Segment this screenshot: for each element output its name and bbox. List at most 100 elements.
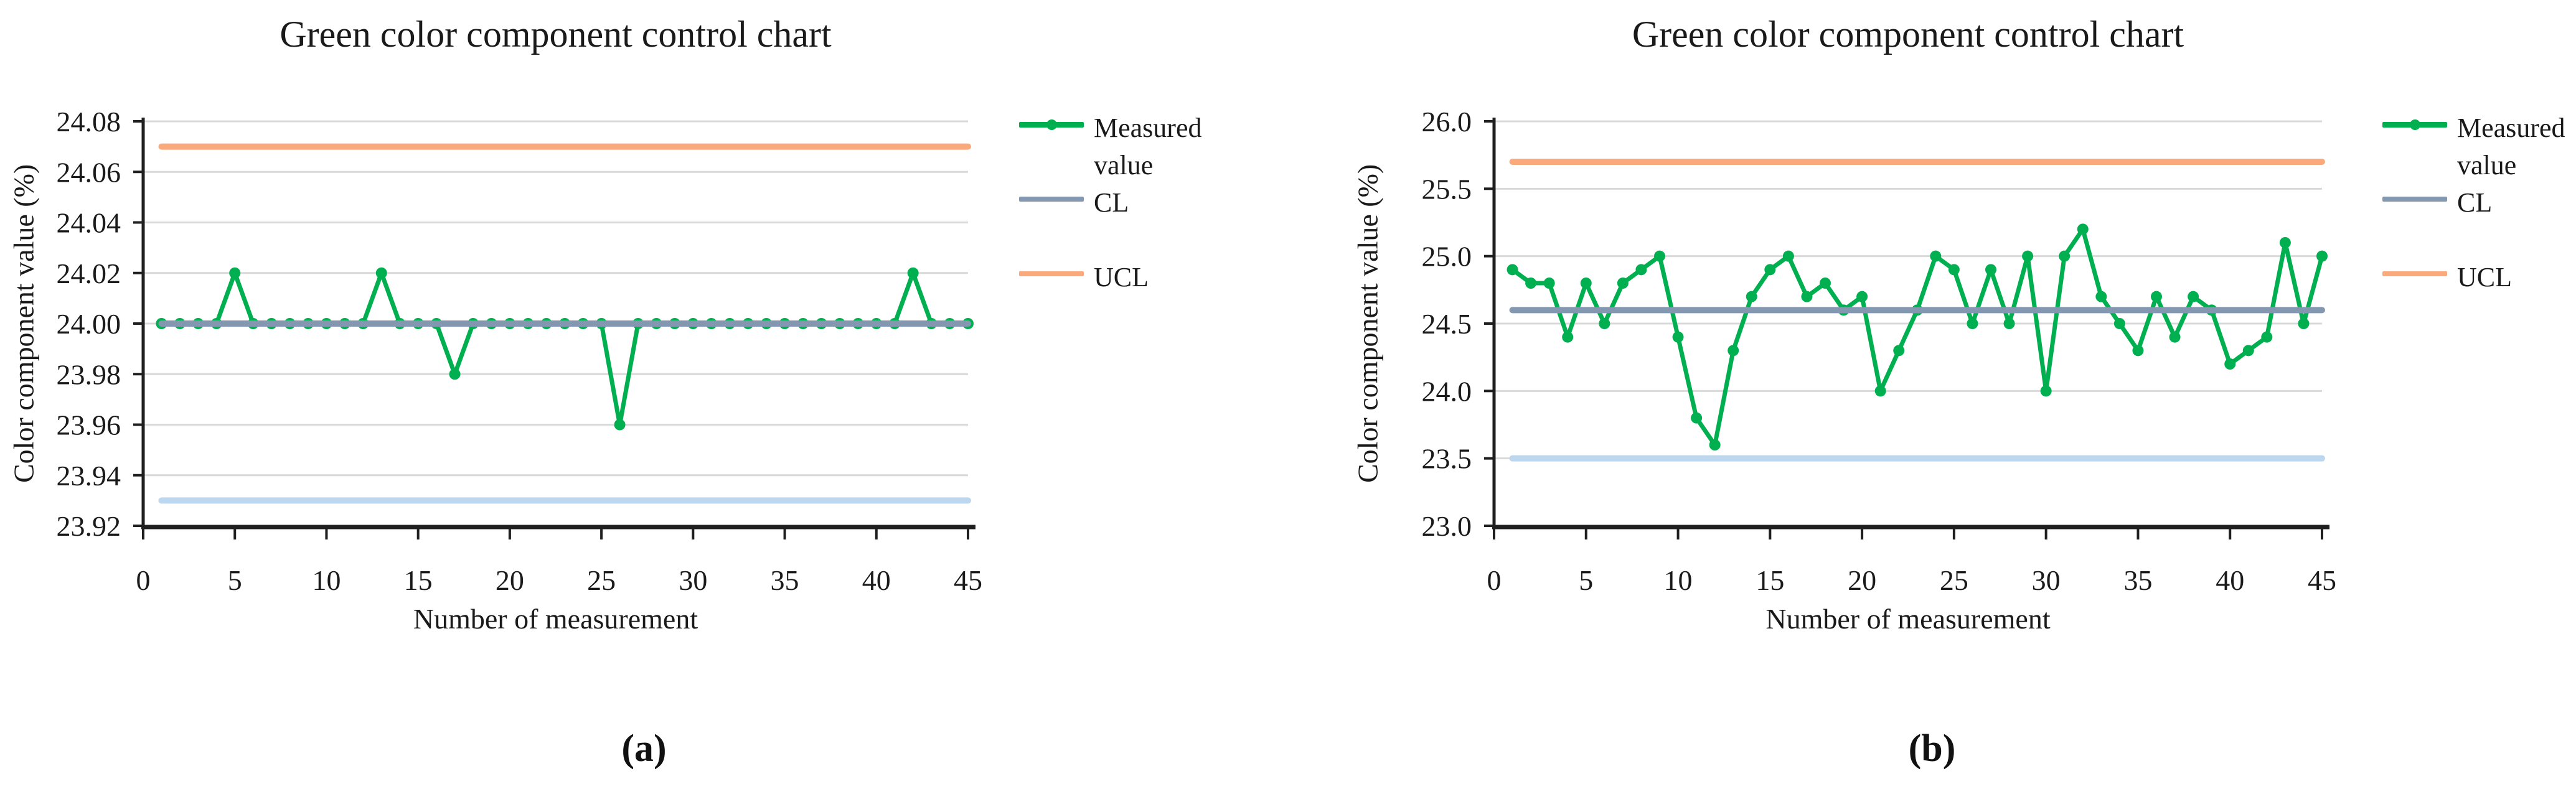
y-tick-label: 25.0 bbox=[1422, 241, 1472, 273]
x-tick-label: 15 bbox=[404, 564, 433, 596]
legend-label-ucl: UCL bbox=[1094, 262, 1149, 292]
data-point-marker bbox=[1635, 264, 1647, 276]
chart-title-b: Green color component control chart bbox=[1632, 14, 2184, 55]
x-tick-label: 20 bbox=[1848, 564, 1876, 596]
control-chart-b: 23.0 23.5 24.0 24.5 25.0 25.5 26.0 0 5 10 15 20 25 30… bbox=[1422, 106, 2337, 596]
data-point-marker bbox=[1580, 278, 1592, 289]
x-tick-label: 25 bbox=[587, 564, 616, 596]
data-point-marker bbox=[2095, 291, 2107, 302]
data-point-marker bbox=[2077, 223, 2089, 235]
legend-label-cl: CL bbox=[2457, 187, 2493, 218]
x-tick-label: 0 bbox=[136, 564, 151, 596]
legend-a: Measured value CL UCL bbox=[1019, 110, 1225, 334]
y-tick-label: 24.06 bbox=[57, 156, 121, 188]
y-tick-label: 23.0 bbox=[1422, 510, 1472, 542]
data-point-marker bbox=[1930, 250, 1942, 262]
data-point-marker bbox=[1782, 250, 1794, 262]
data-point-marker bbox=[1874, 385, 1886, 397]
data-point-marker bbox=[1691, 412, 1703, 424]
cl-line-swatch bbox=[2382, 197, 2447, 202]
panel-a: Green color component control chart Colo… bbox=[8, 14, 1225, 770]
data-point-marker bbox=[1948, 264, 1960, 276]
y-tick-label: 24.5 bbox=[1422, 308, 1472, 340]
x-tick-label: 30 bbox=[2032, 564, 2061, 596]
chart-title-a: Green color component control chart bbox=[280, 14, 832, 55]
legend-item-ucl: UCL bbox=[2382, 259, 2576, 334]
measured-line-swatch bbox=[2382, 119, 2447, 130]
y-tick-label: 25.5 bbox=[1422, 173, 1472, 205]
data-point-marker bbox=[1893, 345, 1905, 357]
ucl-line-swatch bbox=[2382, 271, 2447, 276]
legend-b: Measured value CL UCL bbox=[2382, 110, 2576, 334]
legend-item-measured: Measured value bbox=[2382, 110, 2576, 184]
data-point-marker bbox=[1507, 264, 1518, 276]
legend-label-cl: CL bbox=[1094, 187, 1129, 218]
control-chart-a: 23.92 23.94 23.96 23.98 24.00 24.02 24.04 24.06… bbox=[57, 106, 983, 596]
data-point-marker bbox=[1617, 278, 1629, 289]
data-point-marker bbox=[2316, 250, 2328, 262]
caption-a: (a) bbox=[621, 727, 667, 770]
y-tick-label: 24.00 bbox=[57, 308, 121, 340]
y-tick-label: 23.94 bbox=[57, 460, 121, 492]
data-point-marker bbox=[2279, 237, 2291, 248]
data-point-marker bbox=[2261, 331, 2273, 343]
x-tick-label: 40 bbox=[862, 564, 891, 596]
legend-item-cl: CL bbox=[2382, 184, 2576, 259]
data-point-marker bbox=[2169, 331, 2181, 343]
data-point-marker bbox=[1562, 331, 1574, 343]
y-tick-label: 24.04 bbox=[57, 207, 121, 239]
y-tick-label: 24.0 bbox=[1422, 375, 1472, 407]
data-point-marker bbox=[2040, 385, 2052, 397]
data-point-marker bbox=[1543, 278, 1555, 289]
legend-label-measured: Measured value bbox=[2457, 113, 2565, 180]
x-tick-label: 0 bbox=[1487, 564, 1502, 596]
y-tick-label: 26.0 bbox=[1422, 106, 1472, 138]
y-tick-label: 23.5 bbox=[1422, 443, 1472, 475]
data-point-marker bbox=[1599, 318, 1610, 329]
data-point-marker bbox=[2188, 291, 2199, 302]
data-point-marker bbox=[229, 267, 241, 279]
data-point-marker bbox=[1856, 291, 1868, 302]
legend-item-cl: CL bbox=[1019, 184, 1225, 259]
data-point-marker bbox=[614, 419, 626, 431]
ucl-line-swatch bbox=[1019, 271, 1084, 276]
data-point-marker bbox=[1728, 345, 1739, 357]
data-point-marker bbox=[1672, 331, 1684, 343]
data-point-marker bbox=[2151, 291, 2162, 302]
x-tick-label: 35 bbox=[2123, 564, 2152, 596]
data-point-marker bbox=[1746, 291, 1757, 302]
data-point-marker bbox=[2298, 318, 2310, 329]
x-tick-label: 30 bbox=[679, 564, 707, 596]
y-tick-label: 23.92 bbox=[57, 510, 121, 542]
measured-series-line bbox=[159, 271, 971, 427]
legend-label-measured: Measured value bbox=[1094, 113, 1202, 180]
x-tick-label: 25 bbox=[1940, 564, 1968, 596]
x-tick-label: 5 bbox=[228, 564, 242, 596]
x-tick-label: 10 bbox=[1664, 564, 1693, 596]
data-point-marker bbox=[2242, 345, 2254, 357]
data-point-marker bbox=[2132, 345, 2144, 357]
data-point-marker bbox=[2003, 318, 2015, 329]
data-point-marker bbox=[375, 267, 387, 279]
x-tick-label: 35 bbox=[771, 564, 799, 596]
data-point-marker bbox=[1764, 264, 1776, 276]
measured-line-swatch bbox=[1019, 119, 1084, 130]
data-point-marker bbox=[1967, 318, 1978, 329]
data-point-marker bbox=[1525, 278, 1537, 289]
y-tick-label: 24.08 bbox=[57, 106, 121, 138]
measured-series-line bbox=[1510, 226, 2325, 447]
legend-label-ucl: UCL bbox=[2457, 262, 2512, 292]
y-tick-label: 23.96 bbox=[57, 409, 121, 441]
data-point-marker bbox=[2059, 250, 2071, 262]
caption-b: (b) bbox=[1908, 727, 1956, 770]
data-point-marker bbox=[907, 267, 919, 279]
x-tick-label: 40 bbox=[2216, 564, 2244, 596]
data-point-marker bbox=[1801, 291, 1813, 302]
data-point-marker bbox=[449, 368, 461, 380]
data-point-marker bbox=[2022, 250, 2034, 262]
marker-dot-icon bbox=[2410, 119, 2420, 130]
x-tick-label: 10 bbox=[312, 564, 341, 596]
data-point-marker bbox=[2113, 318, 2125, 329]
x-axis-label-b: Number of measurement bbox=[1765, 603, 2051, 635]
